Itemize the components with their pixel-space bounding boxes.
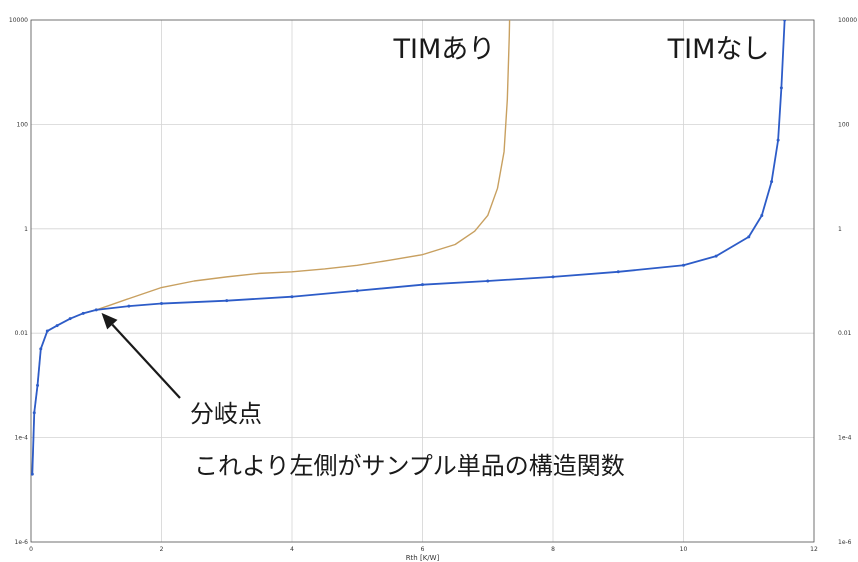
series-line-0	[31, 20, 511, 475]
series-point-1-24	[779, 86, 783, 90]
y-tick-label-right-1: 1e-4	[838, 435, 852, 442]
series-point-1-15	[486, 279, 490, 283]
y-tick-label-left-2: 0.01	[15, 330, 29, 337]
x-tick-label-1: 2	[160, 546, 164, 553]
y-tick-label-left-1: 1e-4	[15, 435, 29, 442]
y-tick-label-left-3: 1	[24, 226, 28, 233]
x-tick-label-4: 8	[551, 546, 555, 553]
series-point-1-7	[81, 311, 85, 315]
sample-structure-note: これより左側がサンプル単品の構造関数	[194, 452, 625, 480]
series-point-1-19	[714, 254, 718, 258]
series-point-1-10	[160, 302, 163, 306]
series-point-1-11	[225, 299, 229, 303]
series-point-1-13	[355, 289, 359, 293]
series-label-tim-nashi: TIMなし	[667, 34, 770, 65]
series-lines	[31, 20, 787, 476]
x-tick-label-6: 12	[810, 546, 818, 553]
x-tick-label-0: 0	[29, 546, 33, 553]
series-point-1-23	[776, 138, 780, 142]
series-point-1-4	[45, 329, 49, 333]
branch-point-arrow-head	[101, 312, 118, 330]
series-point-1-21	[760, 213, 764, 217]
series-point-1-0	[31, 472, 34, 476]
series-point-1-25	[783, 20, 787, 22]
series-label-tim-ari: TIMあり	[393, 34, 496, 65]
series-line-1	[31, 20, 786, 475]
branch-point-arrow	[111, 323, 181, 399]
x-tick-label-2: 4	[290, 546, 294, 553]
plot-frame	[30, 19, 815, 543]
series-point-1-12	[290, 295, 294, 299]
series-point-1-18	[682, 263, 685, 267]
axes	[30, 19, 815, 543]
series-point-1-22	[770, 180, 774, 184]
y-tick-label-left-5: 10000	[9, 17, 28, 24]
series-group-1	[31, 20, 787, 476]
series-point-1-16	[551, 275, 555, 279]
series-point-1-8	[94, 308, 98, 312]
series-point-1-5	[55, 324, 59, 328]
y-tick-label-left-4: 100	[17, 121, 29, 128]
series-point-1-2	[36, 383, 40, 387]
y-tick-label-right-4: 100	[838, 121, 850, 128]
series-point-1-14	[421, 283, 424, 287]
y-tick-label-right-0: 1e-6	[838, 539, 852, 546]
x-tick-label-3: 6	[421, 546, 425, 553]
series-point-1-17	[616, 270, 620, 274]
series-point-1-6	[68, 317, 72, 321]
branch-point-label: 分岐点	[190, 400, 262, 428]
series-point-1-9	[127, 304, 131, 308]
y-tick-label-right-5: 10000	[838, 17, 857, 24]
y-tick-label-right-3: 1	[838, 226, 842, 233]
series-point-1-1	[32, 411, 36, 415]
x-axis-label: Rth [K/W]	[406, 554, 440, 562]
x-tick-label-5: 10	[680, 546, 688, 553]
y-tick-label-right-2: 0.01	[838, 330, 852, 337]
y-tick-label-left-0: 1e-6	[15, 539, 29, 546]
series-point-1-3	[39, 347, 43, 351]
series-point-1-20	[747, 235, 751, 239]
series-group-0	[31, 20, 511, 475]
